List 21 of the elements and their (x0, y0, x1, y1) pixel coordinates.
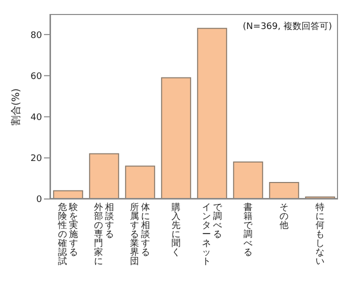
category-label: 外部の専門家に相談する (94, 203, 114, 267)
x-tick-label: その他 (280, 203, 288, 233)
x-tick-label: 書籍で調べる (244, 203, 252, 260)
bar (89, 153, 120, 199)
bar (269, 182, 300, 199)
y-axis-title: 割合(%) (10, 88, 23, 126)
bar (233, 162, 264, 199)
x-tick-label: 購入先に聞く (172, 203, 180, 260)
bar (125, 166, 156, 199)
y-tick-label: 0 (36, 195, 42, 206)
x-tick-label: 特に何もしない (316, 203, 324, 267)
category-label: インターネットで調べる (202, 203, 222, 267)
category-label: 所属する業界団体に相談する (130, 203, 150, 267)
bar (161, 77, 192, 199)
y-tick-label: 20 (30, 154, 42, 164)
category-label: 危険性の確認試験を実施する (58, 203, 78, 267)
y-tick-label: 60 (30, 72, 42, 82)
annotation: (N=369, 複数回答可) (242, 20, 332, 33)
y-tick-label: 80 (30, 30, 42, 41)
y-tick-label: 40 (30, 112, 42, 123)
bar (197, 28, 228, 199)
